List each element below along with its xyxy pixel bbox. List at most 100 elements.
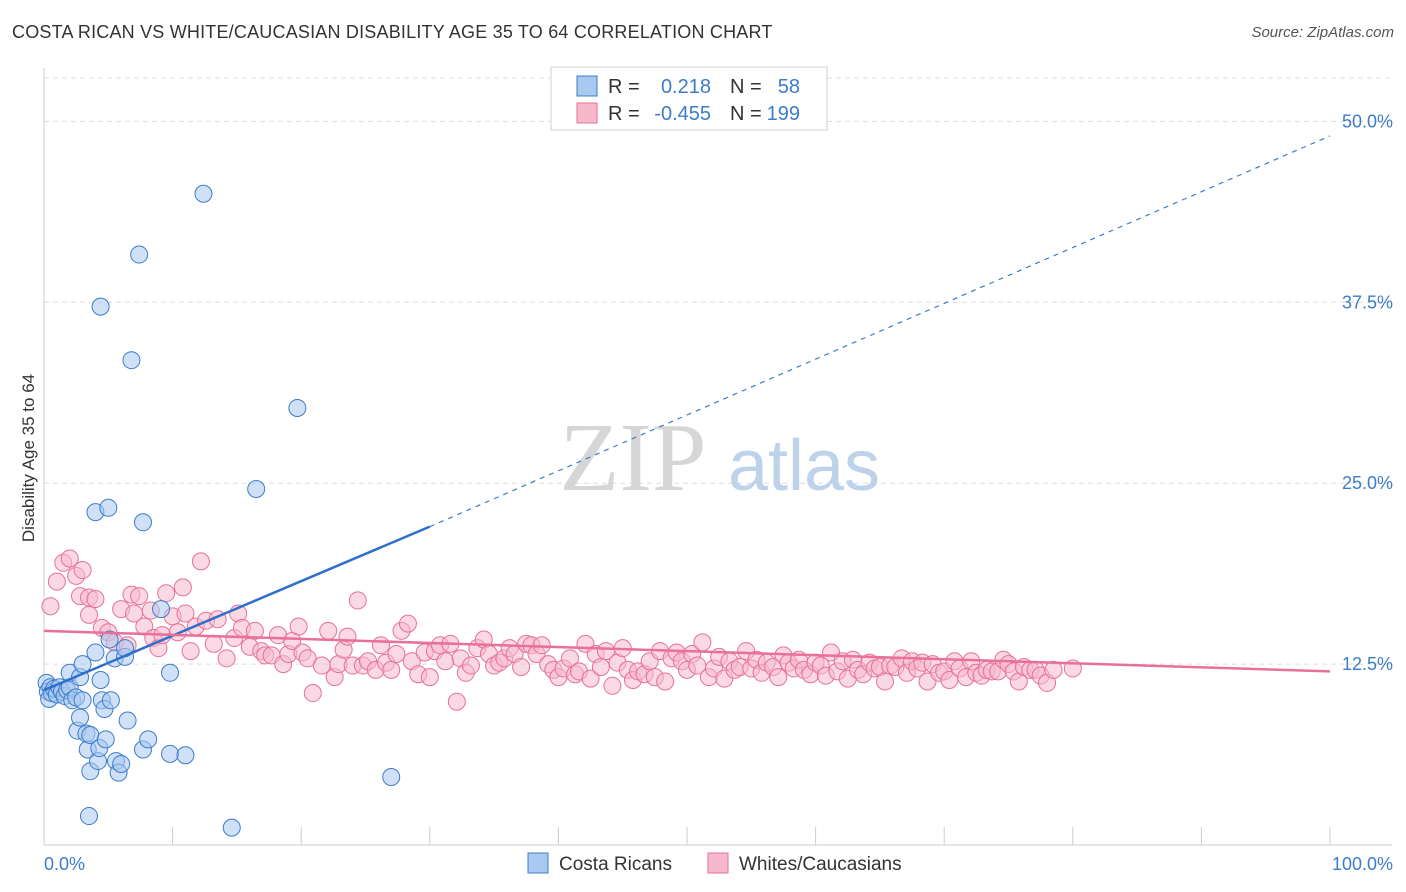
whites-caucasians-point (245, 621, 264, 640)
whites-caucasians-point (382, 660, 401, 679)
whites-caucasians-point (80, 605, 99, 624)
x-tick-label: 100.0% (1332, 854, 1393, 874)
costa-ricans-point (176, 746, 195, 765)
whites-caucasians-point (693, 633, 712, 652)
legend-swatch-costa-ricans (576, 75, 598, 97)
whites-caucasians-trend-line (43, 629, 1331, 673)
whites-caucasians-point (591, 657, 610, 676)
costa-ricans-point (134, 513, 153, 532)
whites-caucasians-point (769, 668, 788, 687)
costa-ricans-point (73, 691, 92, 710)
whites-caucasians-point (289, 617, 308, 636)
bottom-legend-swatch-costa-ricans (527, 852, 549, 874)
whites-caucasians-point (191, 552, 210, 571)
costa-ricans-point (382, 767, 401, 786)
whites-caucasians-point (581, 669, 600, 688)
costa-ricans-point (91, 297, 110, 316)
costa-ricans-point (139, 730, 158, 749)
whites-caucasians-point (130, 587, 149, 606)
whites-caucasians-point (217, 649, 236, 668)
costa-ricans-trend-extension (429, 135, 1331, 528)
legend-n-label: N = (730, 76, 762, 98)
costa-ricans-point (96, 730, 115, 749)
whites-caucasians-point (512, 657, 531, 676)
whites-caucasians-point (157, 584, 176, 603)
whites-caucasians-point (338, 627, 357, 646)
costa-ricans-point (80, 807, 99, 826)
watermark: ZIP atlas (560, 404, 881, 512)
legend-n-label: N = (730, 103, 762, 125)
costa-ricans-point (112, 754, 131, 773)
legend-n-value-whites-caucasians: 199 (767, 103, 800, 125)
whites-caucasians-point (348, 591, 367, 610)
y-axis-title: Disability Age 35 to 64 (19, 374, 38, 542)
costa-ricans-point (161, 663, 180, 682)
legend-r-label: R = (608, 103, 640, 125)
whites-caucasians-point (41, 597, 60, 616)
bottom-legend-label-whites-caucasians: Whites/Caucasians (739, 854, 902, 875)
whites-caucasians-point (181, 642, 200, 661)
costa-ricans-point (122, 351, 141, 370)
costa-ricans-point (100, 630, 119, 649)
series-legend: Costa Ricans Whites/Caucasians (527, 852, 902, 875)
y-tick-label: 25.0% (1342, 473, 1393, 493)
watermark-zip: ZIP (560, 404, 707, 512)
costa-ricans-point (152, 600, 171, 619)
chart-title: COSTA RICAN VS WHITE/CAUCASIAN DISABILIT… (12, 22, 773, 42)
whites-caucasians-point (73, 561, 92, 580)
whites-caucasians-point (560, 649, 579, 668)
whites-caucasians-points (41, 549, 1082, 711)
costa-ricans-point (101, 691, 120, 710)
costa-ricans-point (99, 498, 118, 517)
costa-ricans-points (37, 184, 401, 837)
whites-caucasians-point (387, 644, 406, 663)
y-tick-label: 37.5% (1342, 292, 1393, 312)
whites-caucasians-point (398, 614, 417, 633)
watermark-atlas: atlas (728, 426, 880, 506)
costa-ricans-point (86, 643, 105, 662)
whites-caucasians-point (303, 684, 322, 703)
legend-r-label: R = (608, 76, 640, 98)
stats-legend: R = 0.218 N = 58 R = -0.455 N = 199 (550, 66, 828, 131)
costa-ricans-point (222, 818, 241, 837)
whites-caucasians-point (603, 676, 622, 695)
whites-caucasians-point (173, 578, 192, 597)
whites-caucasians-point (876, 672, 895, 691)
whites-caucasians-point (461, 656, 480, 675)
tick-labels: 12.5% 25.0% 37.5% 50.0% 0.0% 100.0% (44, 111, 1393, 874)
whites-caucasians-point (319, 621, 338, 640)
trend-lines (43, 135, 1331, 692)
costa-ricans-point (130, 245, 149, 264)
y-tick-label: 12.5% (1342, 654, 1393, 674)
whites-caucasians-point (656, 672, 675, 691)
axes (43, 68, 1392, 846)
bottom-legend-label-costa-ricans: Costa Ricans (559, 854, 672, 875)
whites-caucasians-point (47, 572, 66, 591)
legend-r-value-whites-caucasians: -0.455 (654, 103, 711, 125)
source-attribution: Source: ZipAtlas.com (1251, 24, 1394, 41)
whites-caucasians-point (176, 604, 195, 623)
whites-caucasians-point (298, 649, 317, 668)
costa-ricans-point (161, 744, 180, 763)
costa-ricans-point (194, 184, 213, 203)
x-tick-label: 0.0% (44, 854, 85, 874)
legend-swatch-whites-caucasians (576, 102, 598, 124)
whites-caucasians-point (86, 589, 105, 608)
whites-caucasians-point (60, 549, 79, 568)
whites-caucasians-point (371, 636, 390, 655)
costa-ricans-point (71, 708, 90, 727)
y-tick-label: 50.0% (1342, 111, 1393, 131)
costa-ricans-point (118, 711, 137, 730)
whites-caucasians-point (420, 668, 439, 687)
gridlines (44, 77, 1392, 665)
costa-ricans-point (288, 398, 307, 417)
costa-ricans-point (247, 479, 266, 498)
whites-caucasians-point (447, 692, 466, 711)
costa-ricans-trend-line (43, 525, 431, 692)
costa-ricans-point (91, 671, 110, 690)
whites-caucasians-point (204, 634, 223, 653)
whites-caucasians-point (436, 652, 455, 671)
legend-n-value-costa-ricans: 58 (778, 76, 800, 98)
legend-r-value-costa-ricans: 0.218 (661, 76, 711, 98)
